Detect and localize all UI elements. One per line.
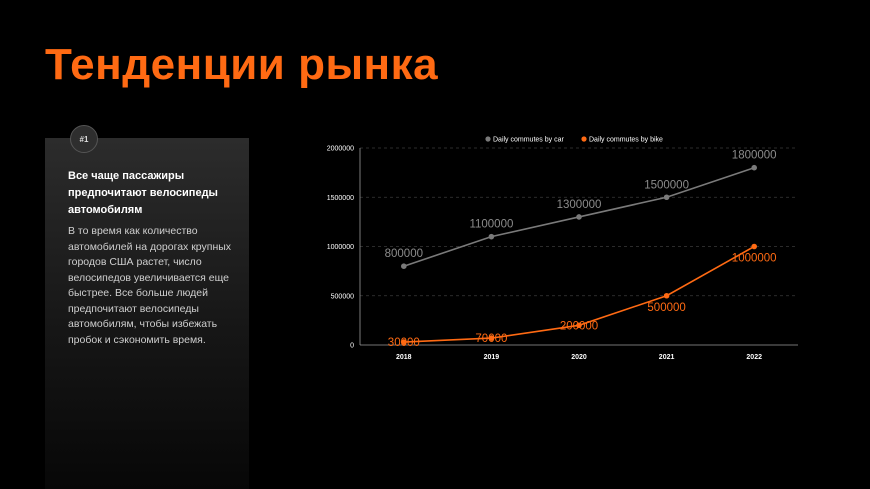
data-label: 70000 bbox=[475, 333, 507, 345]
x-tick-label: 2018 bbox=[396, 354, 412, 361]
data-label: 30000 bbox=[388, 337, 420, 349]
data-label: 1300000 bbox=[557, 199, 602, 211]
card-heading: Все чаще пассажиры предпочитают велосипе… bbox=[68, 170, 218, 216]
data-label: 1100000 bbox=[469, 219, 513, 231]
data-label: 1500000 bbox=[644, 179, 689, 191]
data-point bbox=[488, 233, 495, 240]
legend-marker bbox=[581, 136, 587, 142]
data-label: 800000 bbox=[385, 248, 423, 260]
data-point bbox=[751, 243, 757, 250]
x-tick-label: 2019 bbox=[484, 354, 500, 361]
data-point bbox=[751, 164, 757, 171]
legend-label: Daily commutes by car bbox=[493, 137, 564, 144]
data-point bbox=[401, 339, 407, 345]
data-point bbox=[401, 263, 407, 269]
data-point bbox=[663, 194, 670, 201]
y-tick-label: 500000 bbox=[331, 293, 354, 300]
legend-label: Daily commutes by bike bbox=[589, 137, 663, 144]
line-chart: 0 500000 1000000 1500000 2000000 2018 2019 2020… bbox=[327, 136, 798, 361]
y-tick-label: 2000000 bbox=[327, 146, 354, 153]
x-tick-label: 2021 bbox=[659, 354, 675, 361]
y-tick-label: 1000000 bbox=[327, 244, 354, 251]
page-title: Тенденции рынка bbox=[45, 40, 439, 89]
data-label: 500000 bbox=[647, 302, 685, 314]
info-card bbox=[45, 138, 249, 489]
y-tick-label: 0 bbox=[350, 343, 354, 350]
data-label: 1800000 bbox=[732, 150, 777, 162]
data-point bbox=[488, 335, 495, 341]
card-text: В то время как количество автомобилей на… bbox=[68, 225, 232, 346]
card-badge: #1 bbox=[70, 125, 98, 153]
data-label: 1000000 bbox=[732, 253, 777, 265]
data-label: 200000 bbox=[560, 320, 598, 332]
legend-marker bbox=[485, 136, 491, 142]
x-tick-label: 2020 bbox=[571, 354, 587, 361]
data-point bbox=[576, 214, 582, 220]
data-point bbox=[576, 322, 582, 329]
data-point bbox=[663, 292, 670, 299]
y-tick-label: 1500000 bbox=[327, 195, 354, 202]
x-tick-label: 2022 bbox=[746, 354, 762, 361]
